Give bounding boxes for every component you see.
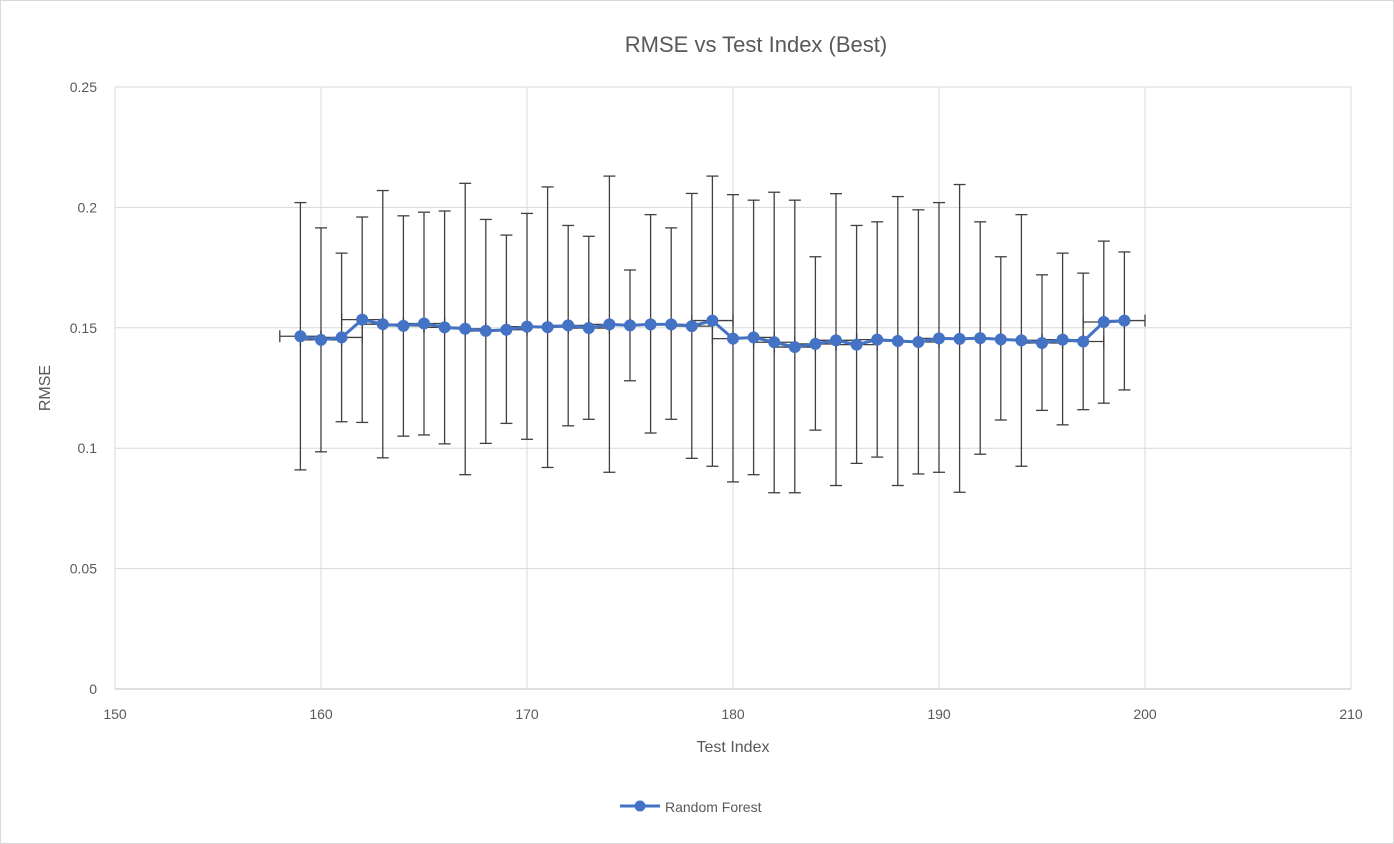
y-tick-label: 0.15 bbox=[70, 320, 97, 336]
data-point bbox=[1036, 336, 1048, 349]
data-point bbox=[871, 333, 884, 346]
data-point bbox=[747, 331, 760, 344]
data-point bbox=[1077, 335, 1090, 348]
data-point bbox=[335, 331, 348, 344]
data-point bbox=[685, 320, 698, 333]
data-point bbox=[1056, 333, 1069, 346]
data-point bbox=[500, 323, 513, 336]
data-point bbox=[994, 333, 1007, 346]
x-tick-label: 210 bbox=[1339, 706, 1363, 722]
data-point bbox=[1118, 314, 1131, 327]
data-point bbox=[727, 332, 739, 345]
data-point bbox=[1097, 316, 1110, 329]
data-point bbox=[788, 341, 801, 354]
data-point bbox=[418, 317, 430, 330]
x-tick-label: 200 bbox=[1133, 706, 1157, 722]
data-point bbox=[891, 335, 904, 348]
data-point bbox=[809, 337, 822, 350]
y-tick-label: 0.1 bbox=[78, 440, 98, 456]
data-point bbox=[521, 320, 533, 333]
data-point bbox=[933, 332, 945, 345]
data-point bbox=[541, 321, 554, 334]
data-point bbox=[459, 322, 472, 335]
legend-label: Random Forest bbox=[665, 799, 762, 815]
data-point bbox=[974, 332, 987, 345]
x-axis-ticks: 150 160 170 180 190 200 210 bbox=[103, 706, 1363, 722]
y-axis-title: RMSE bbox=[37, 365, 54, 411]
data-point bbox=[850, 338, 863, 351]
y-tick-label: 0.2 bbox=[78, 199, 98, 215]
legend-marker bbox=[634, 800, 646, 812]
data-point bbox=[1015, 334, 1028, 347]
y-axis-ticks: 0 0.05 0.1 0.15 0.2 0.25 bbox=[70, 79, 97, 697]
data-point bbox=[562, 319, 575, 332]
data-point bbox=[582, 322, 595, 335]
data-point bbox=[912, 336, 925, 349]
data-point bbox=[356, 313, 369, 326]
y-tick-label: 0.25 bbox=[70, 79, 97, 95]
y-tick-label: 0.05 bbox=[70, 561, 97, 577]
x-axis-title: Test Index bbox=[697, 739, 770, 756]
data-point bbox=[665, 318, 678, 331]
x-tick-label: 160 bbox=[309, 706, 333, 722]
x-tick-label: 170 bbox=[515, 706, 539, 722]
error-bars bbox=[279, 175, 1146, 494]
data-point bbox=[830, 334, 842, 347]
data-point bbox=[706, 314, 719, 327]
y-tick-label: 0 bbox=[89, 681, 97, 697]
data-point bbox=[479, 324, 492, 337]
data-point bbox=[644, 318, 657, 331]
legend: Random Forest bbox=[620, 799, 762, 815]
data-point bbox=[768, 336, 781, 349]
chart-title: RMSE vs Test Index (Best) bbox=[625, 32, 887, 57]
data-point bbox=[294, 330, 307, 343]
data-point bbox=[397, 319, 410, 332]
data-point bbox=[624, 319, 636, 332]
x-tick-label: 190 bbox=[927, 706, 951, 722]
data-point bbox=[438, 321, 451, 334]
series-random-forest bbox=[294, 313, 1131, 354]
x-tick-label: 150 bbox=[103, 706, 127, 722]
data-point bbox=[603, 318, 616, 331]
data-point bbox=[376, 318, 389, 331]
x-tick-label: 180 bbox=[721, 706, 745, 722]
data-point bbox=[953, 332, 966, 345]
data-point bbox=[315, 333, 327, 346]
